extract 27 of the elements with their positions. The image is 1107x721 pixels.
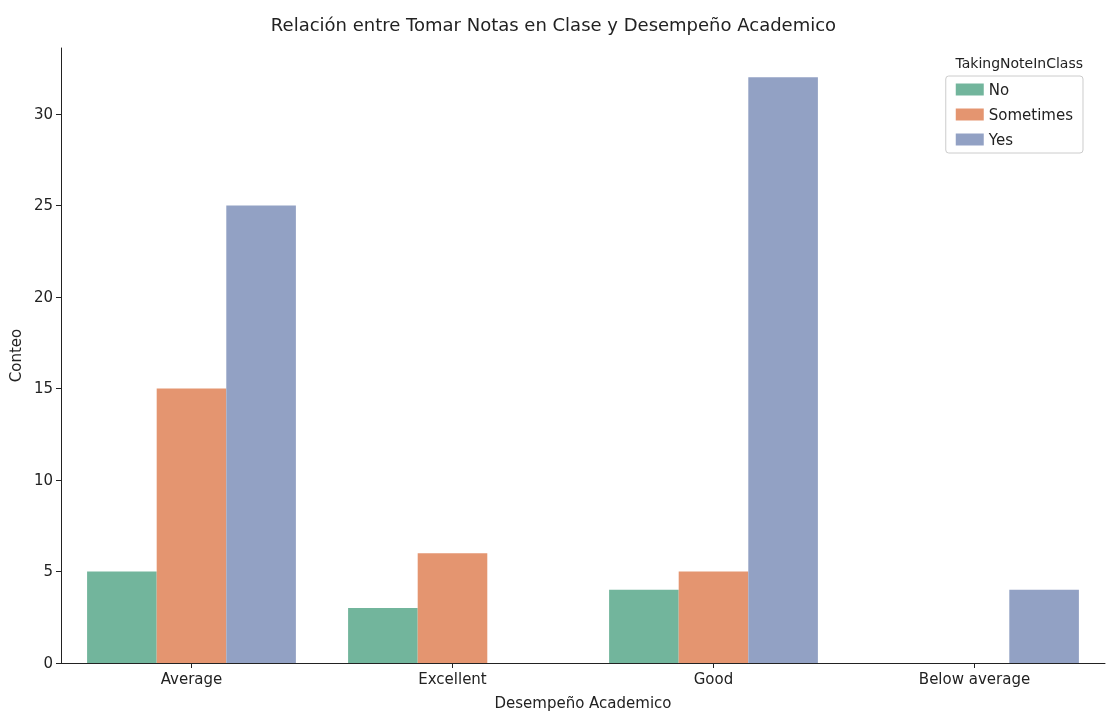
chart-title: Relación entre Tomar Notas en Clase y Desempeño Academico [270, 13, 837, 35]
y-tick-label: 20 [33, 287, 53, 306]
x-tick-label: Good [693, 669, 734, 688]
bar [156, 388, 227, 663]
bar [348, 608, 418, 663]
bar [748, 77, 818, 663]
x-tick-label: Average [160, 669, 223, 688]
y-tick-label: 5 [43, 562, 53, 581]
bar [226, 205, 296, 663]
x-tick-label: Excellent [418, 669, 487, 688]
y-tick-label: 30 [33, 104, 53, 123]
bar [1009, 589, 1079, 663]
legend-title: TakingNoteInClass [954, 55, 1083, 71]
x-tick-label: Below average [918, 669, 1031, 688]
bar [417, 553, 488, 663]
bar [678, 571, 749, 663]
y-tick-label: 25 [33, 196, 53, 215]
y-tick-label: 0 [43, 654, 53, 672]
bar [87, 571, 157, 663]
legend-label: Sometimes [988, 105, 1074, 124]
y-axis-title: Conteo [6, 328, 25, 383]
y-tick-label: 10 [33, 470, 53, 489]
x-axis-title: Desempeño Academico [494, 693, 672, 712]
legend-label: No [988, 80, 1010, 99]
legend-label: Yes [987, 130, 1014, 149]
y-tick-label: 15 [33, 379, 53, 398]
bar [609, 589, 679, 663]
